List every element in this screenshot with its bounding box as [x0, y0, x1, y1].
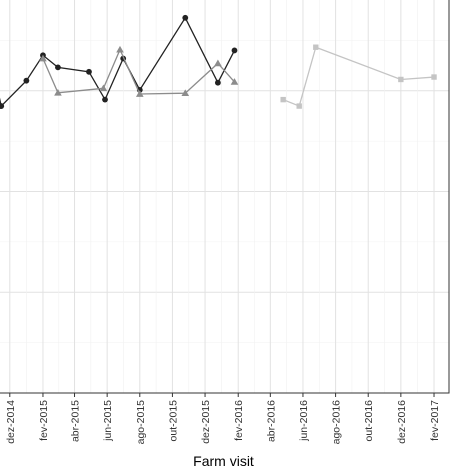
data-point — [86, 68, 92, 75]
series-triangle — [39, 45, 239, 97]
data-point — [431, 74, 437, 80]
x-tick-label: jun-2015 — [102, 400, 114, 442]
series-square — [280, 44, 437, 109]
x-tick-label: fev-2017 — [429, 400, 441, 441]
series-line — [282, 46, 435, 107]
data-point — [116, 45, 124, 53]
x-tick-label: ago-2015 — [135, 400, 147, 445]
data-point — [280, 96, 286, 103]
data-point — [313, 44, 319, 50]
x-tick-label: fev-2015 — [38, 400, 50, 441]
data-point — [214, 79, 221, 86]
series-circle — [0, 14, 238, 109]
data-point — [102, 96, 108, 103]
x-axis: dez-2014 fev-2015 abr-2015 jun-2015 ago-2015… — [5, 393, 441, 444]
series-line — [0, 16, 236, 108]
data-point — [55, 64, 61, 71]
x-tick-label: dez-2015 — [200, 400, 212, 444]
x-tick-label: out-2015 — [167, 400, 179, 442]
x-tick-label: ago-2016 — [331, 400, 343, 445]
data-point — [23, 77, 30, 84]
grid-lines — [0, 0, 449, 394]
x-tick-label: dez-2016 — [396, 400, 408, 444]
x-tick-label: dez-2014 — [5, 400, 17, 444]
data-point — [231, 47, 238, 54]
data-point — [54, 88, 62, 96]
x-tick-label: out-2016 — [363, 400, 375, 442]
data-point — [230, 78, 239, 85]
data-point — [99, 84, 108, 92]
data-point — [181, 89, 190, 97]
series-group — [0, 14, 437, 109]
data-point — [296, 103, 302, 109]
data-point — [135, 90, 144, 97]
data-point — [214, 59, 222, 67]
data-point — [398, 76, 404, 83]
panel-border — [0, 0, 450, 394]
x-tick-label: fev-2016 — [233, 400, 245, 441]
x-axis-title: Farm visit — [193, 453, 254, 469]
x-tick-label: abr-2015 — [70, 400, 82, 442]
series-line — [42, 48, 235, 95]
data-point — [182, 14, 189, 21]
x-tick-label: abr-2016 — [265, 400, 277, 442]
data-point — [0, 103, 5, 109]
data-point — [39, 54, 47, 62]
x-tick-label: jun-2016 — [298, 400, 310, 442]
